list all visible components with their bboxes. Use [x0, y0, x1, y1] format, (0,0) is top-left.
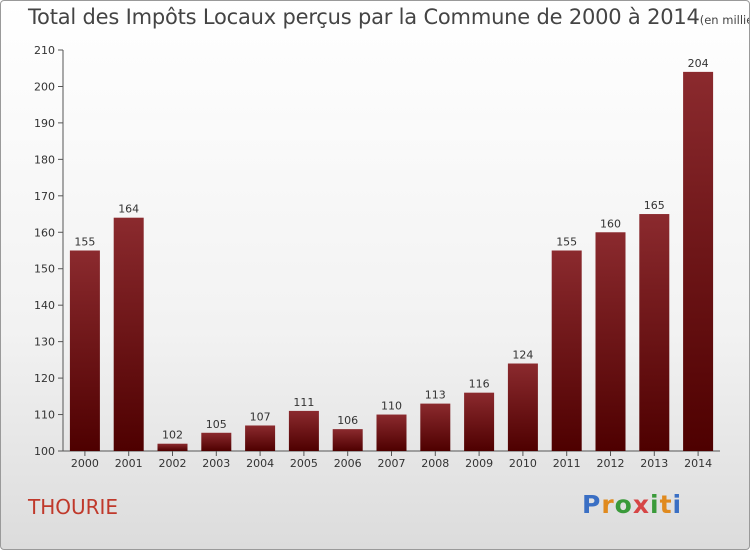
- y-tick-label: 130: [34, 336, 55, 349]
- bar: [683, 71, 714, 451]
- x-tick-label: 2006: [334, 457, 362, 470]
- y-tick-label: 100: [34, 445, 55, 458]
- data-label: 116: [469, 378, 490, 391]
- bar: [157, 443, 188, 451]
- logo-letter: P: [582, 490, 602, 519]
- data-label: 155: [556, 236, 577, 249]
- x-tick-label: 2001: [115, 457, 143, 470]
- title-block: Total des Impôts Locaux perçus par la Co…: [28, 5, 749, 29]
- bar: [420, 403, 451, 451]
- data-label: 160: [600, 217, 621, 230]
- x-tick-label: 2003: [202, 457, 230, 470]
- x-tick-label: 2007: [378, 457, 406, 470]
- bar: [69, 250, 100, 451]
- bar: [113, 217, 144, 451]
- x-tick-label: 2000: [71, 457, 99, 470]
- data-label: 107: [250, 410, 271, 423]
- bar: [201, 432, 232, 451]
- y-tick-label: 190: [34, 117, 55, 130]
- data-label: 155: [74, 236, 95, 249]
- y-tick-label: 160: [34, 226, 55, 239]
- data-label: 111: [293, 396, 314, 409]
- y-tick-label: 200: [34, 80, 55, 93]
- commune-name: THOURIE: [28, 495, 119, 519]
- chart-unit: (en milliers d'€): [699, 13, 749, 27]
- chart-title: Total des Impôts Locaux perçus par la Co…: [28, 5, 700, 29]
- logo-letter: o: [614, 490, 633, 519]
- data-label: 165: [644, 199, 665, 212]
- bar: [507, 363, 538, 451]
- bar: [595, 232, 626, 451]
- data-label: 105: [206, 418, 227, 431]
- x-tick-label: 2011: [553, 457, 581, 470]
- logo-letter: t: [659, 490, 673, 519]
- y-tick-label: 110: [34, 409, 55, 422]
- x-tick-label: 2004: [246, 457, 274, 470]
- x-tick-label: 2012: [597, 457, 625, 470]
- y-tick-label: 210: [34, 44, 55, 57]
- bar: [376, 414, 407, 451]
- data-label: 204: [688, 57, 709, 70]
- x-tick-label: 2005: [290, 457, 318, 470]
- bar: [639, 214, 670, 451]
- logo-letter: i: [672, 490, 683, 519]
- logo-letter: r: [601, 490, 615, 519]
- y-tick-label: 150: [34, 263, 55, 276]
- y-tick-label: 180: [34, 153, 55, 166]
- x-tick-label: 2013: [640, 457, 668, 470]
- y-tick-label: 120: [34, 372, 55, 385]
- x-tick-label: 2008: [421, 457, 449, 470]
- data-label: 124: [512, 349, 533, 362]
- x-tick-label: 2010: [509, 457, 537, 470]
- data-label: 102: [162, 429, 183, 442]
- bar: [551, 250, 582, 451]
- data-label: 164: [118, 203, 139, 216]
- logo-letter: i: [650, 490, 660, 519]
- bar: [288, 410, 319, 451]
- bar: [464, 392, 495, 451]
- x-tick-label: 2009: [465, 457, 493, 470]
- y-tick-label: 140: [34, 299, 55, 312]
- data-label: 110: [381, 400, 402, 413]
- bar: [332, 429, 363, 451]
- logo-letter: x: [632, 490, 650, 519]
- x-tick-label: 2002: [159, 457, 187, 470]
- bar: [245, 425, 276, 451]
- x-tick-label: 2014: [684, 457, 712, 470]
- data-label: 113: [425, 389, 446, 402]
- y-tick-label: 170: [34, 190, 55, 203]
- data-label: 106: [337, 414, 358, 427]
- proxiti-logo: Proxiti: [582, 490, 682, 519]
